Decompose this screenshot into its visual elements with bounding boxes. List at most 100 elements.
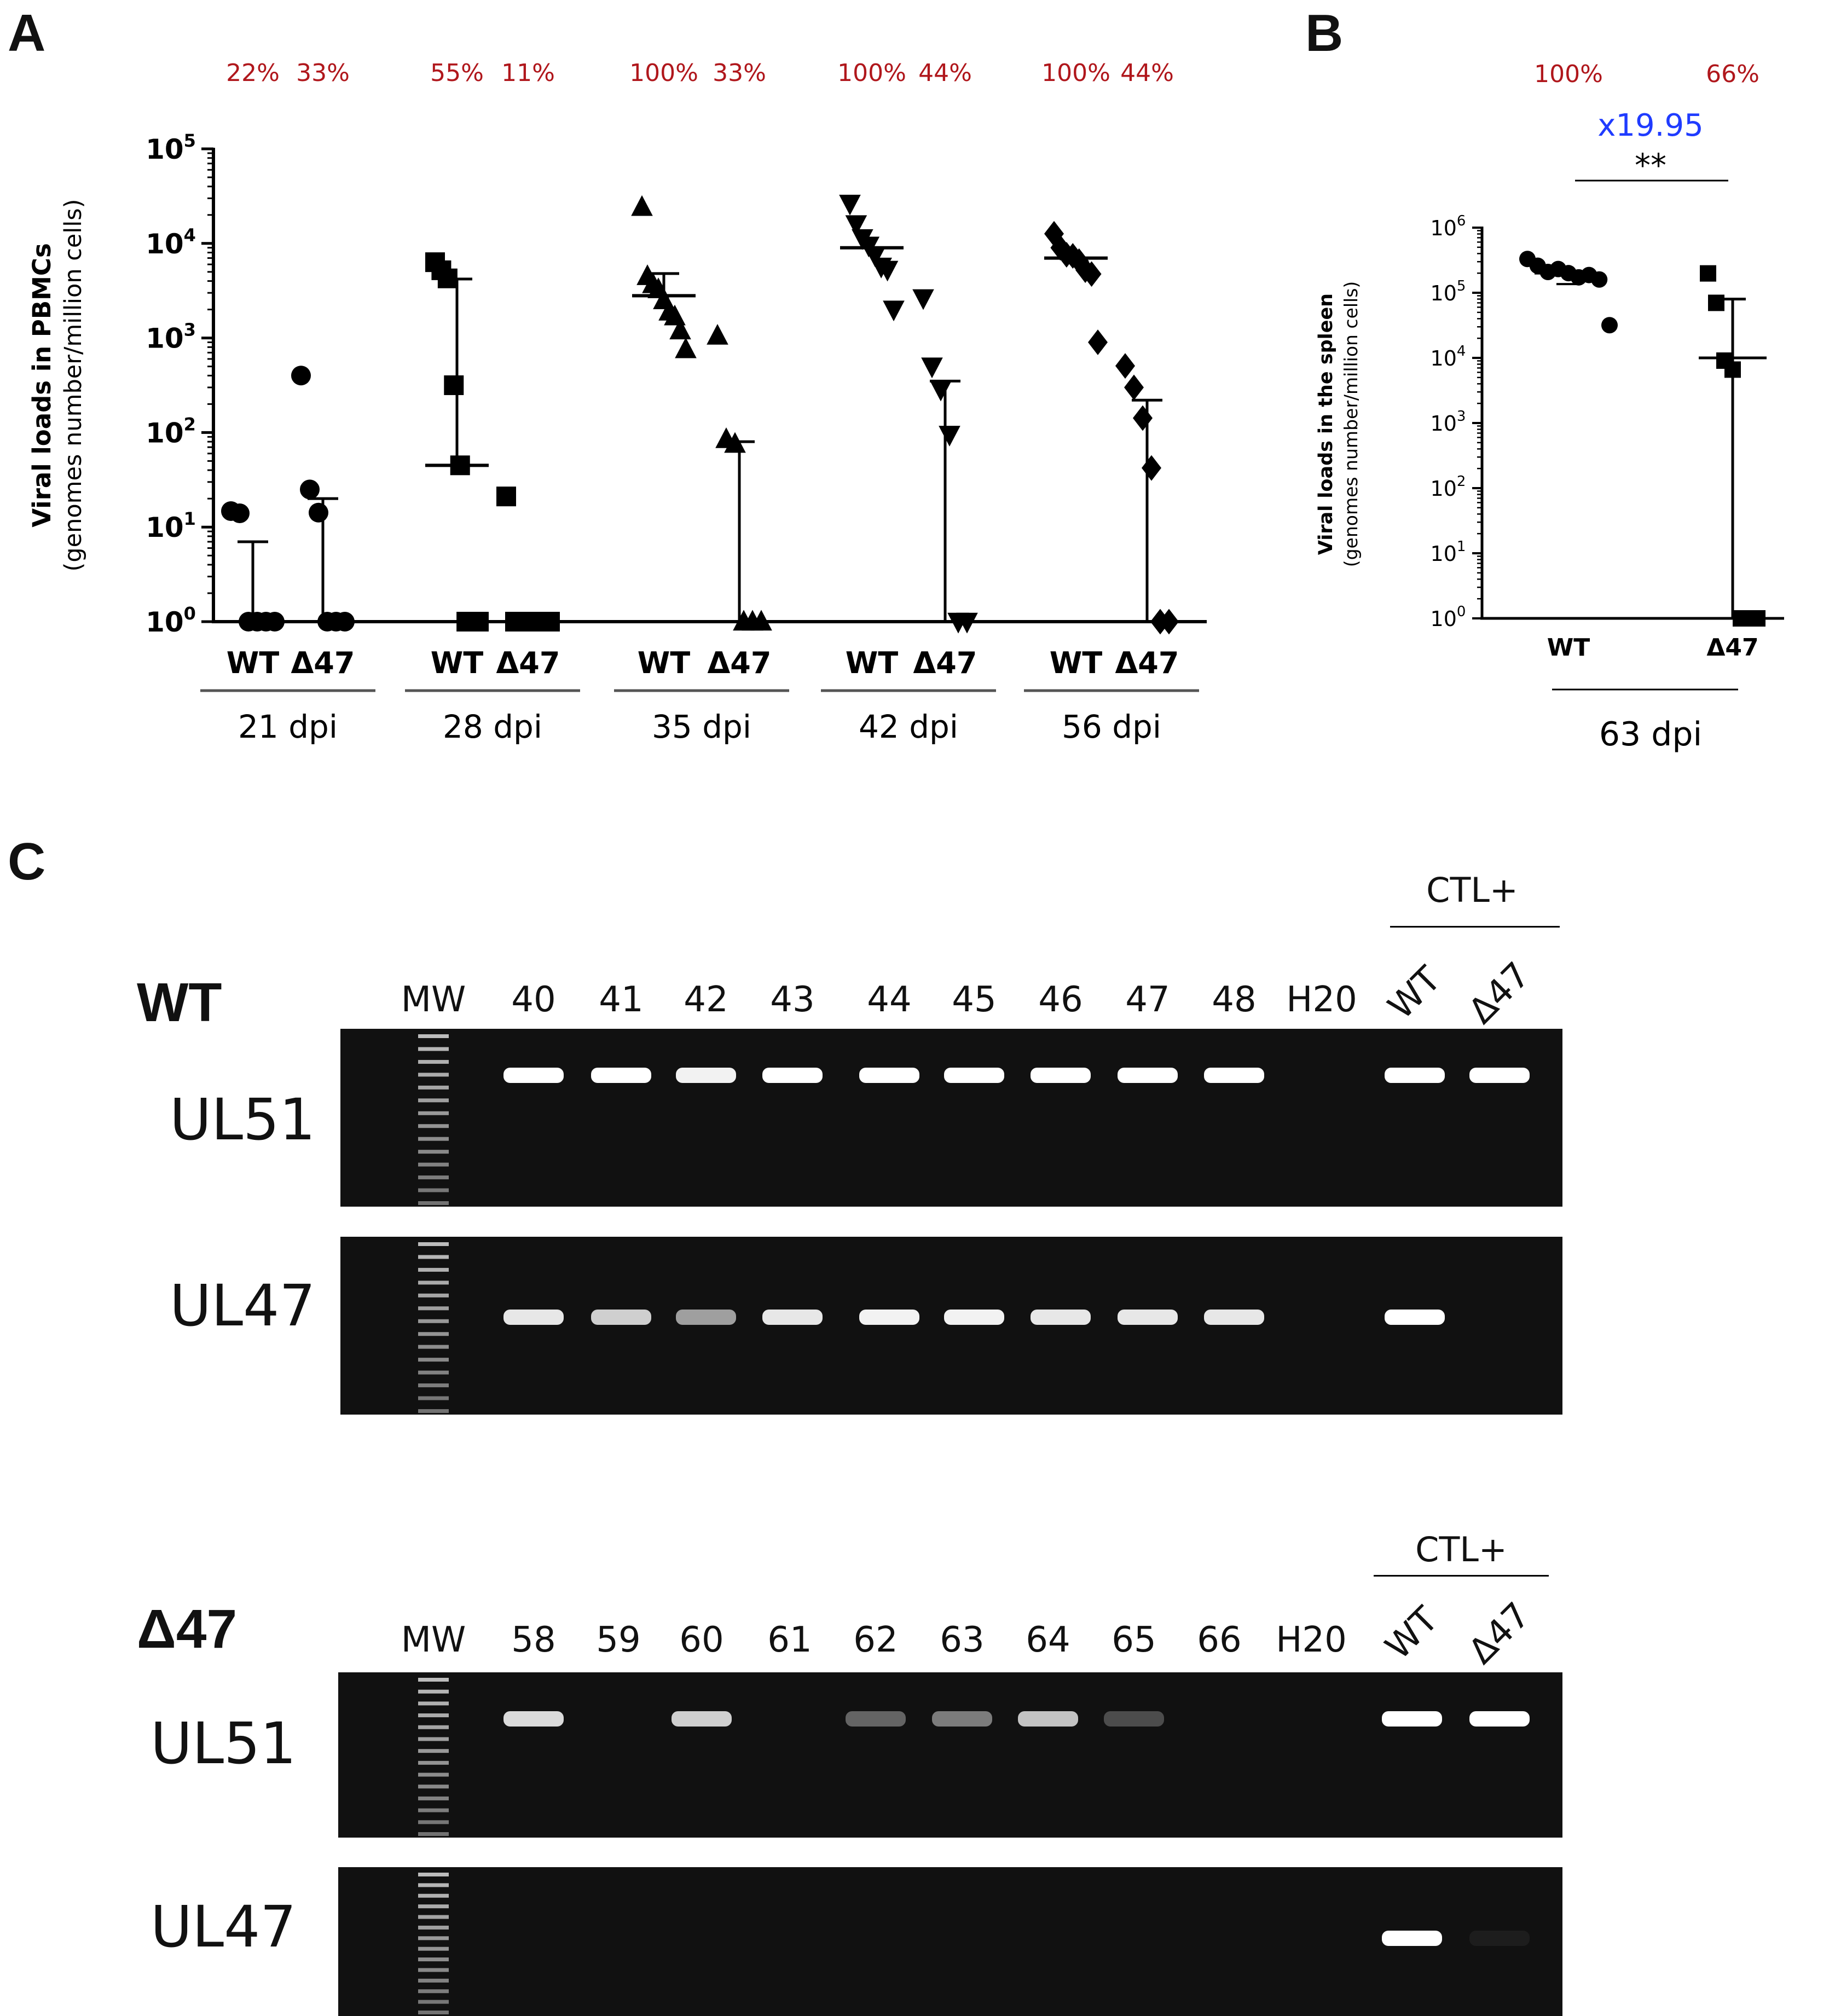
ladder-band	[418, 1947, 449, 1951]
gel-wt-ul51-image	[340, 1029, 1562, 1207]
ladder-band	[418, 1073, 449, 1077]
gel-wt-title: WT	[137, 972, 222, 1033]
x-tick-label: WT	[638, 646, 691, 680]
ladder-band	[418, 1242, 449, 1246]
group-label: 35 dpi	[652, 708, 751, 745]
y-axis-subtitle: (genomes number/million cells)	[60, 199, 87, 572]
gel-band	[503, 1310, 564, 1325]
data-point	[1133, 405, 1153, 431]
ladder-band	[418, 1137, 449, 1141]
data-point	[1124, 374, 1144, 401]
data-point	[724, 432, 746, 453]
ladder-band	[418, 1034, 449, 1038]
ladder-band	[418, 1332, 449, 1336]
gel-d47-ctl-label: CTL+	[1415, 1530, 1507, 1569]
lane-label: WT	[1377, 1599, 1446, 1668]
ladder-band	[418, 1059, 449, 1064]
gel-band	[859, 1310, 919, 1325]
ladder-band	[418, 1873, 449, 1876]
ladder-band	[418, 1968, 449, 1972]
lane-label: 58	[511, 1620, 556, 1660]
data-point	[883, 300, 905, 322]
data-point	[631, 195, 653, 216]
gel-band	[846, 1711, 906, 1727]
y-tick-label: 104	[146, 225, 196, 260]
x-tick-label: Δ47	[1115, 646, 1179, 680]
x-tick-label: WT	[1547, 634, 1590, 662]
lane-label: WT	[1380, 959, 1449, 1028]
gel-band	[672, 1711, 732, 1727]
ladder-band	[418, 1749, 449, 1753]
lane-label: 43	[770, 980, 815, 1020]
gel-band	[859, 1068, 919, 1083]
percent-label: 33%	[713, 59, 766, 87]
ladder-band	[418, 1085, 449, 1090]
data-point	[469, 612, 489, 632]
panel-b-letter: B	[1305, 4, 1344, 62]
ladder-band	[418, 1925, 449, 1930]
lane-label: 47	[1125, 980, 1170, 1020]
lane-label: 41	[599, 980, 644, 1020]
lane-label: 48	[1212, 980, 1257, 1020]
lane-label: 60	[679, 1620, 724, 1660]
data-point	[437, 268, 458, 288]
gel-band	[503, 1068, 564, 1083]
data-point	[1724, 361, 1741, 378]
lane-label: 42	[684, 980, 728, 1020]
data-point	[939, 426, 960, 447]
ladder-band	[418, 1306, 449, 1311]
panel-b-chart: 100 101 102 103 104 105 106 Viral loads in the …	[1315, 60, 1784, 754]
gel-background	[340, 1237, 1562, 1415]
data-point	[707, 324, 728, 345]
gel-band	[944, 1310, 1004, 1325]
x-tick-label: WT	[846, 646, 899, 680]
ladder-band	[418, 1175, 449, 1180]
ladder-band	[418, 1808, 449, 1812]
y-axis-subtitle: (genomes number/million cells)	[1340, 281, 1362, 567]
ladder-band	[418, 1201, 449, 1205]
gel-d47-row-ul47-label: UL47	[150, 1893, 297, 1960]
lane-label: 66	[1197, 1620, 1242, 1660]
data-point	[930, 380, 952, 402]
ladder-band	[418, 1319, 449, 1323]
x-tick-label: Δ47	[496, 646, 560, 680]
ladder-band	[418, 1383, 449, 1388]
gel-band	[1118, 1310, 1178, 1325]
lane-label: Δ47	[1461, 1595, 1538, 1672]
lane-label: MW	[401, 1620, 466, 1660]
ladder-band	[418, 1098, 449, 1103]
gel-wt-ul47-image	[340, 1237, 1562, 1415]
ladder-band	[418, 1124, 449, 1128]
ladder-band	[418, 1689, 449, 1694]
ladder-band	[418, 1883, 449, 1887]
ladder-band	[418, 1047, 449, 1051]
data-point	[839, 194, 861, 216]
gel-band	[762, 1310, 823, 1325]
percent-label: 33%	[296, 59, 350, 87]
x-tick-label: Δ47	[291, 646, 355, 680]
gel-wt-row-ul47-label: UL47	[170, 1272, 316, 1339]
percent-label: 55%	[430, 59, 484, 87]
gel-band	[1031, 1068, 1091, 1083]
data-point	[1088, 329, 1108, 355]
gel-d47-ul47-image	[338, 1867, 1562, 2016]
lane-label: Δ47	[1461, 954, 1538, 1032]
x-tick-label: Δ47	[708, 646, 772, 680]
ladder-band	[418, 1345, 449, 1349]
ladder-band	[418, 1678, 449, 1682]
ladder-band	[418, 1162, 449, 1167]
ladder-band	[418, 1760, 449, 1765]
data-point	[444, 375, 464, 395]
ladder-band	[418, 1370, 449, 1375]
y-tick-label: 105	[1431, 278, 1466, 305]
y-tick-label: 103	[146, 320, 196, 355]
panel-c-letter: C	[8, 832, 46, 891]
data-point	[876, 260, 899, 282]
y-tick-label: 106	[1431, 213, 1466, 240]
ladder-band	[418, 1785, 449, 1789]
gel-band	[762, 1068, 823, 1083]
data-point	[1591, 271, 1608, 288]
y-tick-label: 104	[1431, 343, 1466, 370]
gel-d47-title: Δ47	[137, 1598, 238, 1660]
lane-label: 45	[952, 980, 997, 1020]
